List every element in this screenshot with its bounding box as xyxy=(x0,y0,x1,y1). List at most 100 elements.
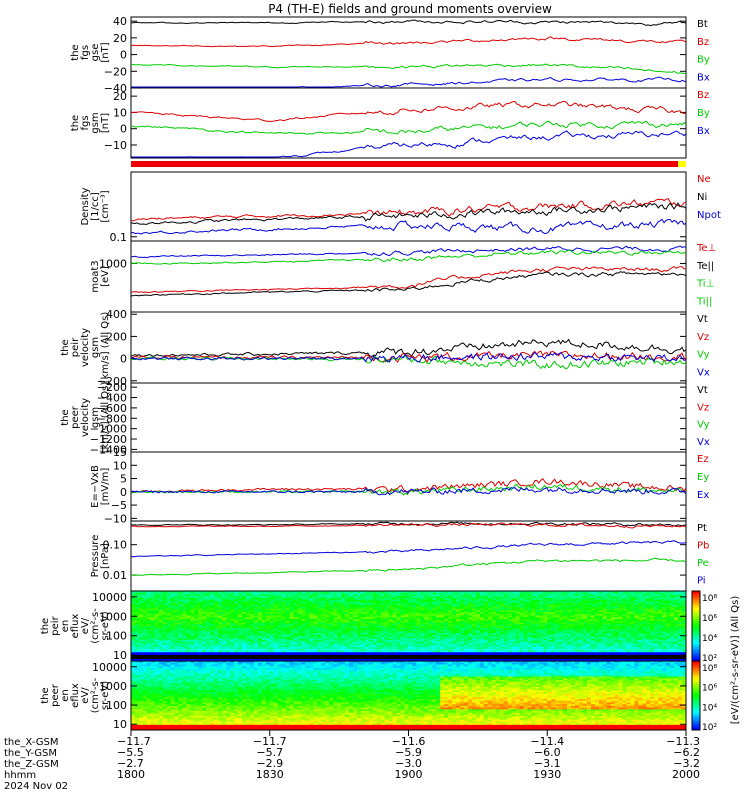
spectrogram-cell xyxy=(134,641,140,644)
spectrogram-cell xyxy=(134,631,140,634)
spectrogram-cell xyxy=(131,622,136,625)
spectrogram-cell xyxy=(142,648,148,651)
spectrogram-cell xyxy=(170,626,176,629)
y-tick-label: −400 xyxy=(97,392,127,405)
spectrogram-cell xyxy=(222,592,227,595)
spectrogram-cell xyxy=(174,601,180,604)
spectrogram-cell xyxy=(174,636,180,639)
spectrogram-cell xyxy=(174,613,180,616)
spectrogram-cell xyxy=(178,617,184,620)
spectrogram-cell xyxy=(162,613,168,616)
spectrogram-cell xyxy=(186,624,191,627)
spectrogram-cell xyxy=(198,592,203,595)
spectrogram-cell xyxy=(131,648,136,651)
spectrogram-cell xyxy=(154,659,160,662)
spectrogram-cell xyxy=(162,633,168,636)
spectrogram-cell xyxy=(158,633,164,636)
spectrogram-cell xyxy=(198,638,203,641)
spectrogram-cell xyxy=(158,645,164,648)
spectrogram-cell xyxy=(138,594,144,597)
spectrogram-cell xyxy=(182,605,187,608)
spectrogram-cell xyxy=(162,603,168,606)
spectrogram-cell xyxy=(190,606,195,609)
spectrogram-cell xyxy=(134,638,140,641)
spectrogram-cell xyxy=(158,592,164,595)
spectrogram-cell xyxy=(134,622,140,625)
spectrogram-cell xyxy=(131,608,136,611)
spectrogram-cell xyxy=(146,634,152,637)
spectrogram-cell xyxy=(214,650,219,653)
spectrogram-cell xyxy=(178,610,184,613)
legend-Vt: Vt xyxy=(697,385,708,396)
spectrogram-cell xyxy=(186,603,191,606)
spectrogram-cell xyxy=(150,641,156,644)
spectrogram-cell xyxy=(206,659,211,662)
spectrogram-cell xyxy=(131,636,136,639)
spectrogram-cell xyxy=(210,659,215,662)
spectrogram-cell xyxy=(166,612,172,615)
y-axis-label: fgs xyxy=(80,115,91,130)
spectrogram-cell xyxy=(222,599,227,602)
spectrogram-cell xyxy=(131,617,136,620)
spectrogram-cell xyxy=(206,641,211,644)
spectrogram-cell xyxy=(131,619,136,622)
spectrogram-cell xyxy=(138,645,144,648)
spectrogram-cell xyxy=(142,627,148,630)
spectrogram-cell xyxy=(222,601,227,604)
spectrogram-cell xyxy=(170,624,176,627)
spectrogram-cell xyxy=(206,631,211,634)
spectrogram-cell xyxy=(162,629,168,632)
spectrogram-cell xyxy=(206,643,211,646)
spectrogram-cell xyxy=(142,636,148,639)
y-axis-label: the xyxy=(70,115,81,131)
spectrogram-cell xyxy=(158,598,164,601)
spectrogram-cell xyxy=(218,615,223,618)
spectrogram-cell xyxy=(166,652,172,655)
spectrogram-cell xyxy=(162,648,168,651)
spectrogram-cell xyxy=(186,652,191,655)
spectrogram-cell xyxy=(222,638,227,641)
spectrogram-cell xyxy=(206,638,211,641)
spectrogram-cell xyxy=(146,645,152,648)
spectrogram-cell xyxy=(134,599,140,602)
spectrogram-cell xyxy=(186,631,191,634)
spectrogram-cell xyxy=(138,605,144,608)
spectrogram-cell xyxy=(186,594,191,597)
spectrogram-cell xyxy=(186,619,191,622)
spectrogram-cell xyxy=(174,634,180,637)
spectrogram-cell xyxy=(150,601,156,604)
spectrogram-cell xyxy=(194,592,199,595)
spectrogram-cell xyxy=(162,634,168,637)
spectrogram-cell xyxy=(178,648,184,651)
spectrogram-cell xyxy=(158,596,164,599)
y-tick-label: −20 xyxy=(104,65,127,78)
spectrogram-cell xyxy=(214,638,219,641)
spectrogram-cell xyxy=(182,629,187,632)
spectrogram-cell xyxy=(194,598,199,601)
spectrogram-cell xyxy=(202,627,207,630)
spectrogram-cell xyxy=(222,591,227,594)
spectrogram-cell xyxy=(178,615,184,618)
spectrogram-cell xyxy=(190,638,195,641)
spectrogram-cell xyxy=(182,617,187,620)
spectrogram-cell xyxy=(162,594,168,597)
spectrogram-cell xyxy=(150,633,156,636)
spectrogram-cell xyxy=(222,617,227,620)
spectrogram-cell xyxy=(194,594,199,597)
spectrogram-cell xyxy=(186,591,191,594)
y-tick-label: 1000 xyxy=(99,257,127,270)
spectrogram-cell xyxy=(186,659,191,662)
spectrogram-cell xyxy=(222,615,227,618)
spectrogram-cell xyxy=(142,622,148,625)
spectrogram-cell xyxy=(170,592,176,595)
spectrogram-cell xyxy=(218,633,223,636)
legend-Vt: Vt xyxy=(697,314,708,325)
spectrogram-cell xyxy=(162,610,168,613)
spectrogram-cell xyxy=(146,606,152,609)
spectrogram-cell xyxy=(186,647,191,650)
spectrogram-cell xyxy=(206,596,211,599)
spectrogram-cell xyxy=(178,601,184,604)
spectrogram-cell xyxy=(138,636,144,639)
spectrogram-cell xyxy=(134,592,140,595)
